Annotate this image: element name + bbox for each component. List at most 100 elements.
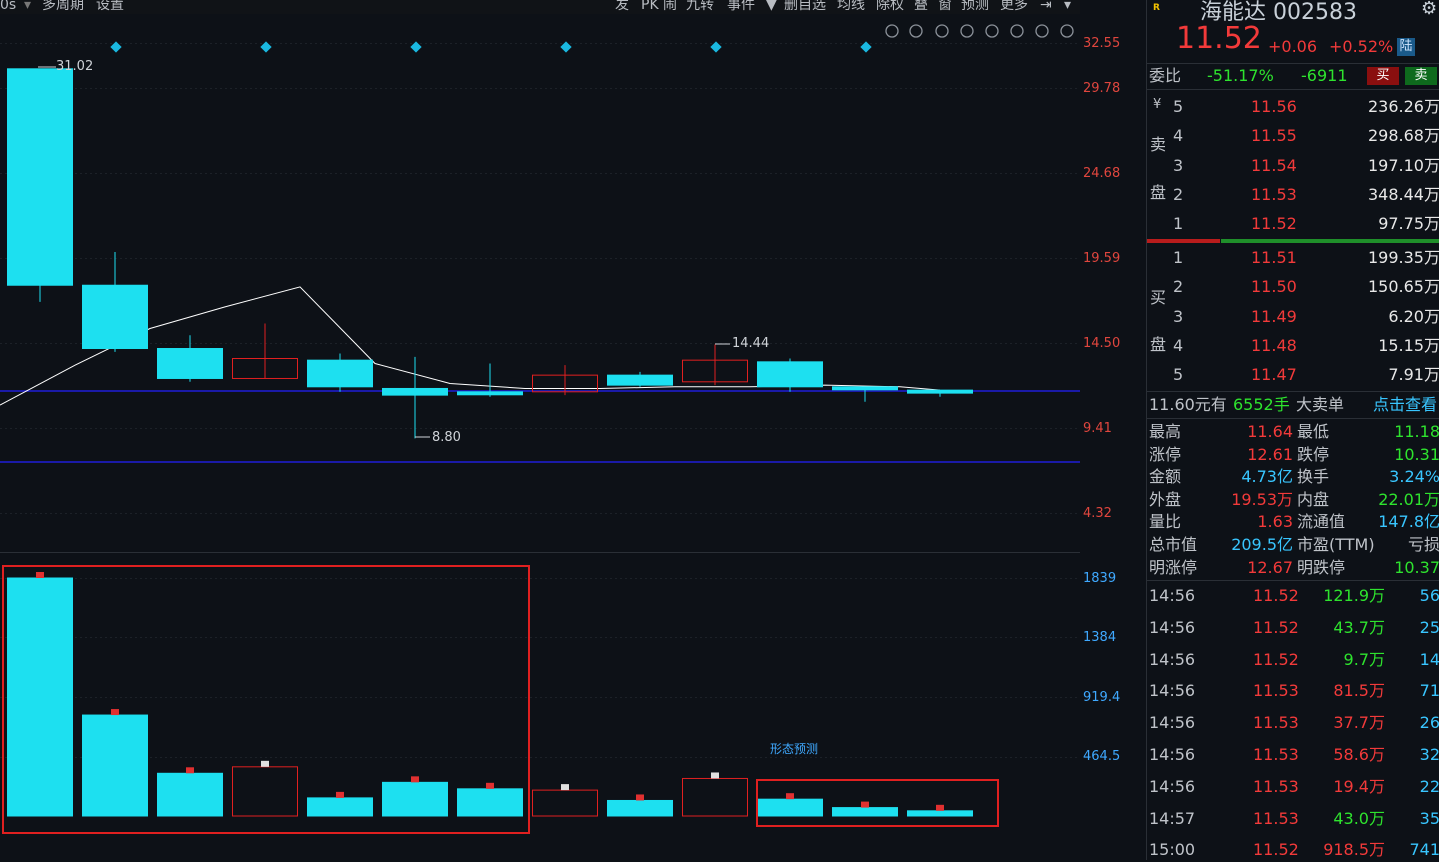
stat-label: 外盘 (1149, 489, 1182, 509)
sell-side-label-1: 卖 (1150, 135, 1167, 154)
toolbar-predict[interactable]: 预测 (961, 0, 989, 13)
bid-row[interactable]: 5 11.47 7.91万 (1147, 363, 1439, 387)
stat-row: 明涨停 12.67 明跌停 10.37 (1147, 556, 1439, 580)
ask-ratio-bar (1147, 239, 1220, 243)
ask-row[interactable]: 3 11.54 197.10万 (1147, 154, 1439, 178)
bid-level: 1 (1173, 248, 1184, 267)
chart-tool-icons (885, 24, 1074, 38)
pattern-predict-label[interactable]: 形态预测 (770, 742, 819, 756)
candle-body (232, 357, 298, 379)
price-axis-label: 24.68 (1083, 166, 1121, 181)
toolbar-fa[interactable]: 发 (615, 0, 629, 13)
stat-row: 涨停 12.61 跌停 10.31 (1147, 443, 1439, 467)
tick-count: 71 (1419, 681, 1439, 701)
toolbar-events[interactable]: 事件 (727, 0, 755, 13)
price-change-pct: +0.52% (1329, 37, 1394, 56)
volume-bar (682, 777, 748, 817)
tick-time: 14:56 (1149, 681, 1196, 701)
volume-axis-label: 1839 (1083, 571, 1117, 586)
tick-volume: 58.6万 (1333, 745, 1385, 764)
volume-marker (486, 782, 494, 789)
toolbar-multi-period[interactable]: 多周期 (42, 0, 84, 13)
bid-row[interactable]: 4 11.48 15.15万 (1147, 334, 1439, 358)
volume-bar (307, 797, 373, 817)
candle-body (457, 391, 523, 396)
buy-button[interactable]: 买 (1367, 67, 1399, 85)
gear-icon[interactable] (885, 24, 899, 38)
bid-price: 11.51 (1251, 248, 1297, 267)
stat-row: 外盘 19.53万 内盘 22.01万 (1147, 488, 1439, 512)
stat-label: 明跌停 (1297, 557, 1346, 577)
toolbar-more[interactable]: 更多 (1000, 0, 1028, 13)
stat-value: 1.63 (1257, 512, 1293, 532)
exit-icon[interactable]: ⇥ (1040, 0, 1052, 13)
chevron-down-icon[interactable]: ▾ (24, 0, 32, 13)
toolbar-alarm[interactable]: 闹 (663, 0, 677, 13)
volume-marker (561, 784, 569, 791)
volume-bar (457, 788, 523, 817)
bid-row[interactable]: 3 11.49 6.20万 (1147, 305, 1439, 329)
stock-connect-tag: 陆 (1397, 38, 1415, 56)
stat-label: 内盘 (1297, 489, 1330, 509)
toolbar-jiuzhuan[interactable]: 九转 (686, 0, 714, 13)
prediction-highlight-box (756, 779, 999, 827)
tick-time: 14:56 (1149, 713, 1196, 733)
chart-toolbar: 0s ▾ 多周期 设置 发 PK 闹 九转 事件 ▼ 删自选 均线 除权 叠 窗… (0, 0, 1080, 14)
view-big-order-link[interactable]: 点击查看 (1373, 395, 1438, 414)
ask-price: 11.56 (1251, 97, 1297, 116)
stat-value: 11.18 (1394, 422, 1439, 441)
toolbar-exright[interactable]: 除权 (876, 0, 904, 13)
volume-highlight-box (2, 565, 530, 834)
chevron-down-icon[interactable]: ▾ (1064, 0, 1072, 13)
bid-level: 5 (1173, 365, 1184, 385)
toolbar-remove-watchlist[interactable]: 删自选 (784, 0, 826, 13)
tick-time: 15:00 (1149, 840, 1196, 860)
ask-row[interactable]: 1 11.52 97.75万 (1147, 212, 1439, 236)
ask-volume: 348.44万 (1368, 184, 1439, 204)
ask-row[interactable]: 5 11.56 236.26万 (1147, 95, 1439, 119)
kline-chart[interactable] (0, 0, 1080, 860)
hand-icon[interactable] (985, 24, 999, 38)
price-axis-label: 14.50 (1083, 336, 1121, 351)
zoom-out-icon[interactable] (1060, 24, 1074, 38)
volume-marker (336, 791, 344, 798)
toolbar-dropdown-arrow[interactable]: ▼ (766, 0, 777, 13)
ask-level: 3 (1173, 155, 1184, 175)
gear-icon[interactable]: ⚙ (1421, 0, 1438, 19)
tick-row: 14:56 11.53 37.7万 26 (1147, 711, 1439, 735)
toolbar-pk[interactable]: PK (641, 0, 659, 13)
lock-icon[interactable] (1010, 24, 1024, 38)
toolbar-window[interactable]: 窗 (938, 0, 952, 13)
stat-label: 跌停 (1297, 444, 1330, 464)
diamond-marker (410, 41, 422, 53)
toolbar-ma[interactable]: 均线 (837, 0, 865, 13)
tick-price: 11.52 (1253, 617, 1299, 637)
tick-count: 56 (1419, 586, 1439, 605)
ask-row[interactable]: 4 11.55 298.68万 (1147, 124, 1439, 148)
diamond-marker (710, 41, 722, 53)
pen-icon[interactable] (909, 24, 923, 38)
toolbar-item-period[interactable]: 0s (0, 0, 17, 13)
zoom-in-icon[interactable] (1035, 24, 1049, 38)
bid-volume: 15.15万 (1378, 335, 1439, 355)
diamond-marker (560, 41, 572, 53)
tick-count: 35 (1419, 808, 1439, 828)
stat-value: 亏损 (1407, 535, 1439, 554)
basket-icon[interactable] (960, 24, 974, 38)
volume-axis-label: 464.5 (1083, 749, 1121, 764)
price-axis-label: 4.32 (1083, 506, 1112, 521)
toolbar-settings[interactable]: 设置 (96, 0, 124, 13)
bid-row[interactable]: 2 11.50 150.65万 (1147, 275, 1439, 299)
volume-marker (186, 767, 194, 774)
toolbar-overlay[interactable]: 叠 (914, 0, 928, 13)
sell-button[interactable]: 卖 (1405, 67, 1437, 85)
volume-axis-label: 1384 (1083, 630, 1117, 645)
tick-time: 14:56 (1149, 776, 1196, 796)
current-price: 11.52 (1176, 21, 1262, 56)
eye-icon[interactable] (935, 24, 949, 38)
bid-row[interactable]: 1 11.51 199.35万 (1147, 246, 1439, 270)
bid-price: 11.48 (1251, 335, 1297, 355)
bid-volume: 7.91万 (1388, 365, 1439, 385)
ask-row[interactable]: 2 11.53 348.44万 (1147, 183, 1439, 207)
tick-price: 11.52 (1253, 840, 1299, 860)
